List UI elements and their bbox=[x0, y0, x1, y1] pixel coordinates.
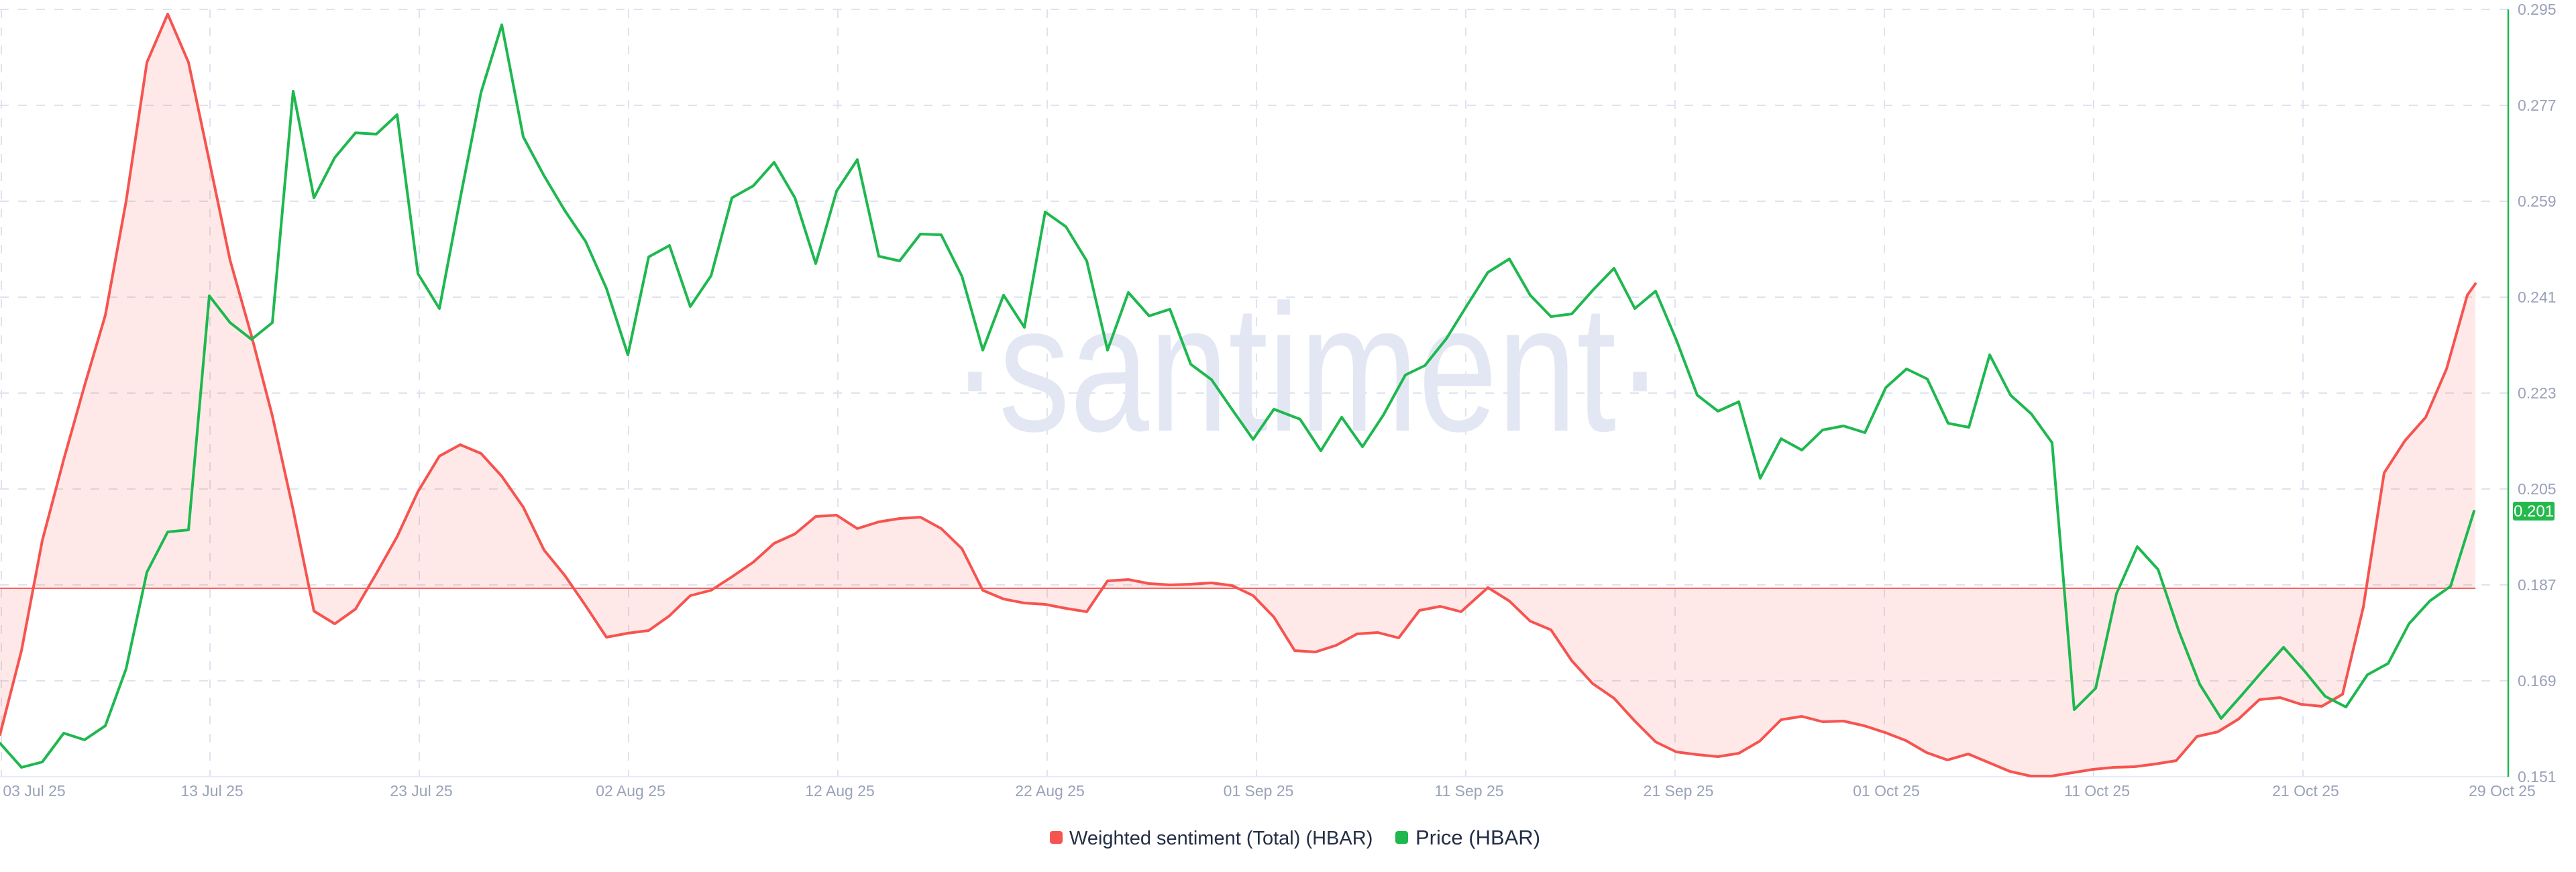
svg-text:0.295: 0.295 bbox=[2518, 1, 2557, 18]
svg-text:21 Sep 25: 21 Sep 25 bbox=[1644, 782, 1714, 800]
svg-text:02 Aug 25: 02 Aug 25 bbox=[596, 782, 665, 800]
svg-text:0.259: 0.259 bbox=[2518, 193, 2557, 210]
svg-text:01 Oct 25: 01 Oct 25 bbox=[1853, 782, 1920, 800]
svg-text:0.169: 0.169 bbox=[2518, 672, 2557, 690]
svg-text:Price (HBAR): Price (HBAR) bbox=[1415, 826, 1540, 849]
svg-text:0.223: 0.223 bbox=[2518, 384, 2557, 402]
svg-text:0.151: 0.151 bbox=[2518, 768, 2557, 785]
svg-text:11 Sep 25: 11 Sep 25 bbox=[1434, 782, 1503, 800]
svg-text:0.201: 0.201 bbox=[2514, 502, 2554, 521]
svg-text:·santiment·: ·santiment· bbox=[951, 268, 1664, 470]
svg-text:0.277: 0.277 bbox=[2518, 97, 2557, 114]
svg-text:01 Sep 25: 01 Sep 25 bbox=[1224, 782, 1294, 800]
svg-text:29 Oct 25: 29 Oct 25 bbox=[2469, 782, 2536, 800]
svg-text:22 Aug 25: 22 Aug 25 bbox=[1015, 782, 1085, 800]
svg-text:0.187: 0.187 bbox=[2518, 576, 2557, 594]
svg-text:13 Jul 25: 13 Jul 25 bbox=[180, 782, 243, 800]
svg-text:23 Jul 25: 23 Jul 25 bbox=[390, 782, 452, 800]
svg-text:0.205: 0.205 bbox=[2518, 480, 2557, 498]
svg-text:21 Oct 25: 21 Oct 25 bbox=[2272, 782, 2339, 800]
svg-text:0.241: 0.241 bbox=[2518, 288, 2557, 306]
svg-text:03 Jul 25: 03 Jul 25 bbox=[3, 782, 65, 800]
svg-text:Weighted sentiment (Total) (HB: Weighted sentiment (Total) (HBAR) bbox=[1069, 828, 1373, 849]
svg-text:11 Oct 25: 11 Oct 25 bbox=[2064, 782, 2130, 800]
svg-text:12 Aug 25: 12 Aug 25 bbox=[805, 782, 875, 800]
